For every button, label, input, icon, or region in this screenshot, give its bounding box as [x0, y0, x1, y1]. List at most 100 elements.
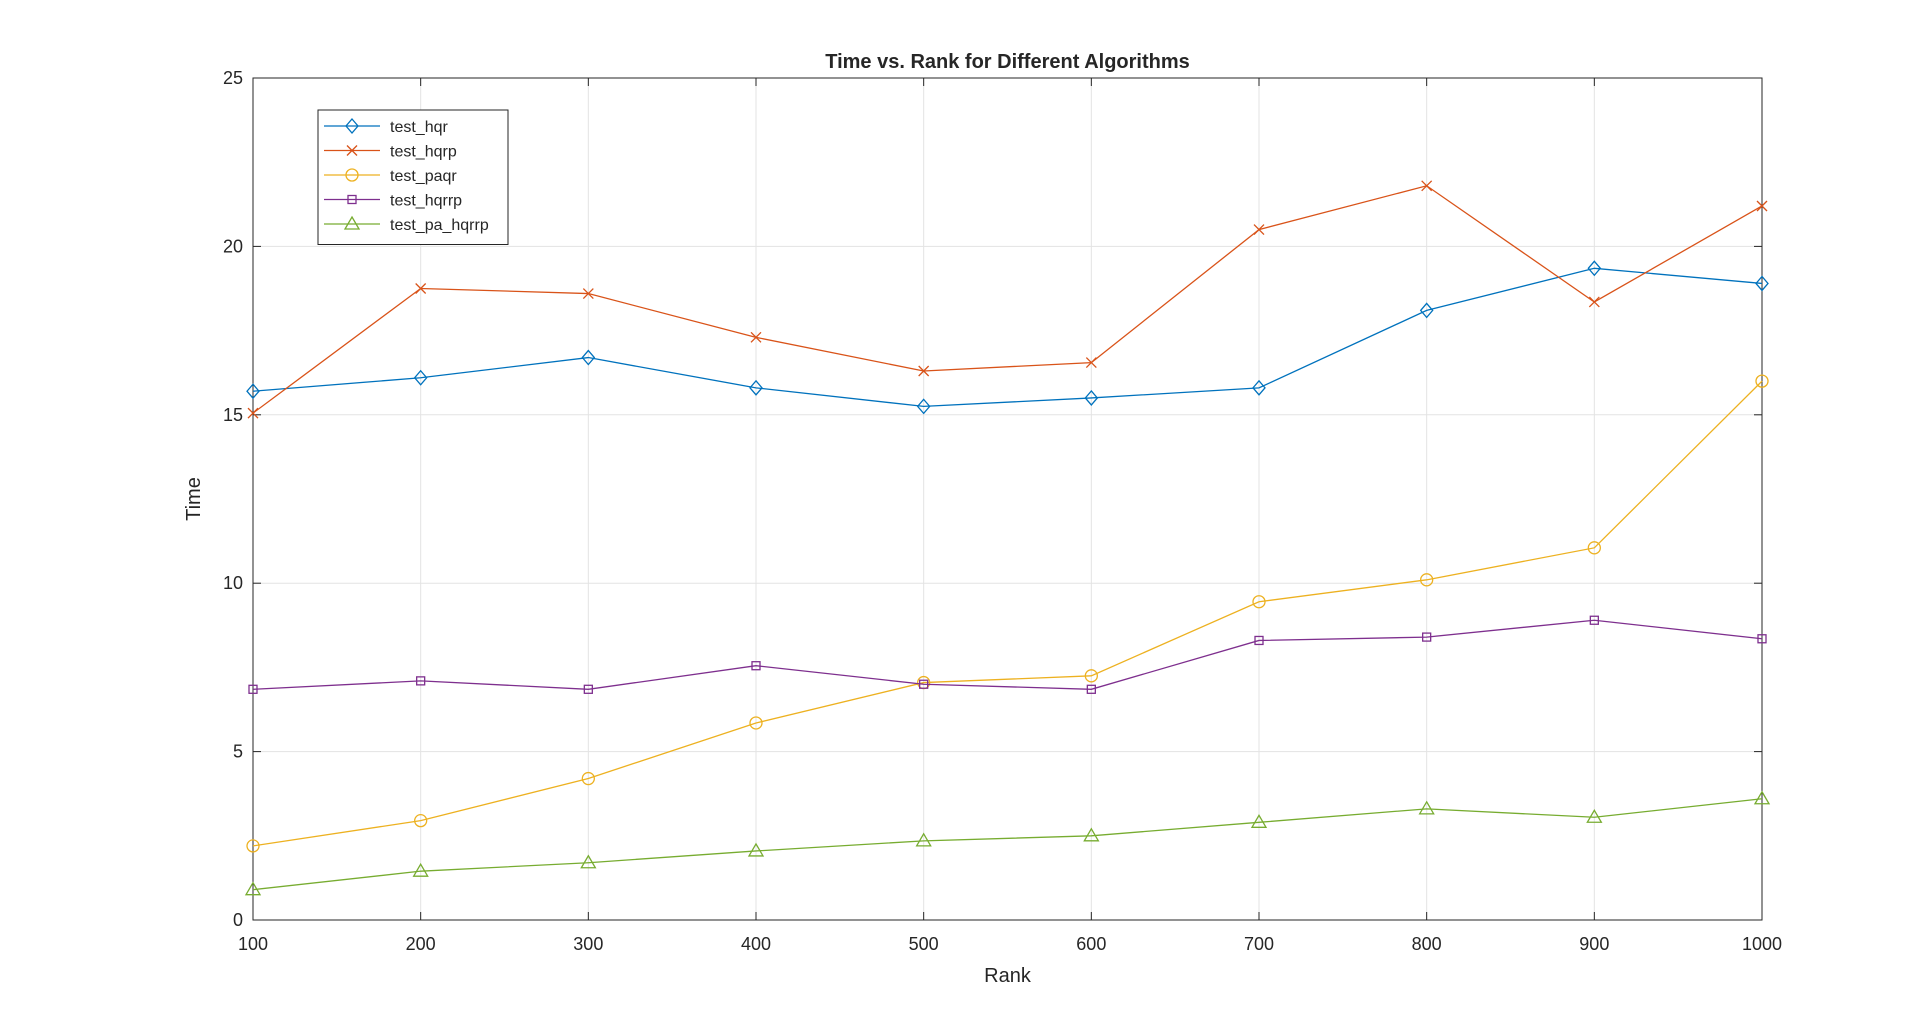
- data-point-test_pa_hqrrp: [1586, 808, 1603, 823]
- x-tick-label: 900: [1579, 934, 1609, 954]
- data-point-test_hqrrp: [1589, 615, 1599, 625]
- data-point-test_pa_hqrrp: [915, 832, 932, 847]
- data-point-test_hqrrp: [1757, 634, 1767, 644]
- data-point-test_hqrp: [1756, 200, 1768, 212]
- x-tick-label: 800: [1412, 934, 1442, 954]
- x-tick-label: 700: [1244, 934, 1274, 954]
- x-tick-label: 100: [238, 934, 268, 954]
- legend-label: test_hqrrp: [390, 193, 462, 210]
- marker-x-stroke: [582, 288, 594, 300]
- series-line-test_hqrrp: [252, 619, 1763, 690]
- legend-marker: [347, 194, 357, 205]
- data-point-test_paqr: [246, 839, 260, 853]
- marker-x-stroke: [1253, 224, 1265, 236]
- y-tick-label: 20: [223, 236, 243, 256]
- data-point-test_hqr: [413, 369, 428, 386]
- marker-x-stroke: [1588, 296, 1600, 308]
- data-point-test_paqr: [749, 716, 763, 730]
- data-point-test_pa_hqrrp: [1753, 790, 1771, 805]
- data-point-test_hqrrp: [1254, 635, 1264, 646]
- data-point-test_hqrrp: [1086, 684, 1096, 694]
- data-point-test_hqrp: [750, 331, 762, 343]
- data-point-test_hqr: [1587, 260, 1602, 277]
- data-point-test_pa_hqrrp: [580, 854, 597, 869]
- data-point-test_hqrrp: [583, 684, 593, 694]
- series-test_pa_hqrrp: [244, 790, 1771, 896]
- series-test_hqrp: [247, 180, 1768, 419]
- data-point-test_hqrrp: [248, 684, 258, 694]
- data-point-test_hqr: [749, 379, 763, 396]
- legend-marker: [343, 215, 361, 230]
- series-line-test_pa_hqrrp: [252, 798, 1763, 891]
- x-tick-label: 600: [1076, 934, 1106, 954]
- legend-label: test_hqrp: [390, 144, 457, 161]
- y-tick-label: 25: [223, 68, 243, 88]
- marker-x-stroke: [1085, 357, 1097, 369]
- data-point-test_pa_hqrrp: [244, 881, 262, 896]
- data-point-test_hqr: [246, 383, 260, 400]
- x-tick-label: 1000: [1742, 934, 1782, 954]
- legend-item-test_hqr: test_hqr: [324, 118, 448, 136]
- marker-x-stroke: [918, 365, 930, 377]
- data-point-test_hqrp: [582, 288, 594, 300]
- series-group: [244, 180, 1771, 896]
- marker-x-stroke: [1756, 200, 1768, 212]
- x-tick-label: 500: [909, 934, 939, 954]
- data-point-test_paqr: [1420, 573, 1434, 587]
- data-point-test_hqr: [1755, 275, 1769, 292]
- data-point-test_paqr: [1252, 595, 1266, 609]
- legend-label: test_pa_hqrrp: [390, 217, 489, 234]
- x-tick-label: 400: [741, 934, 771, 954]
- data-point-test_hqr: [1084, 389, 1099, 406]
- data-point-test_hqrp: [415, 283, 427, 294]
- marker-x-stroke: [1421, 180, 1433, 192]
- y-tick-label: 10: [223, 573, 243, 593]
- data-point-test_hqrp: [1085, 357, 1097, 369]
- data-point-test_pa_hqrrp: [1418, 800, 1435, 815]
- legend: test_hqr test_hqrp test_paqr test_hqrrptest…: [317, 109, 509, 245]
- data-point-test_pa_hqrrp: [1250, 814, 1268, 828]
- data-point-test_hqr: [1419, 302, 1434, 319]
- y-axis-label: Time: [183, 477, 205, 521]
- y-tick-label: 5: [233, 742, 243, 762]
- legend-label: test_hqr: [390, 119, 448, 136]
- legend-marker: [346, 145, 358, 156]
- series-test_hqrrp: [248, 615, 1767, 694]
- axis-ticks: 100 200 300 400 500 600 700 800 900 1000 0 5 10 15 20 2…: [223, 68, 1782, 954]
- data-point-test_hqrrp: [751, 661, 761, 671]
- series-line-test_hqrp: [252, 185, 1763, 414]
- marker-x-stroke: [247, 407, 259, 419]
- data-point-test_paqr: [1084, 669, 1098, 683]
- data-point-test_hqrp: [247, 407, 259, 419]
- marker-x-stroke: [750, 331, 762, 343]
- data-point-test_hqrrp: [1422, 632, 1432, 642]
- data-point-test_paqr: [581, 771, 595, 786]
- y-tick-label: 15: [223, 405, 243, 425]
- legend-item-test_paqr: test_paqr: [324, 168, 457, 185]
- x-tick-label: 200: [406, 934, 436, 954]
- data-point-test_pa_hqrrp: [412, 862, 429, 877]
- data-point-test_hqr: [916, 398, 931, 415]
- legend-item-test_hqrp: test_hqrp: [324, 144, 457, 161]
- series-line-test_hqr: [252, 267, 1763, 408]
- legend-marker: [345, 118, 359, 134]
- x-tick-label: 300: [573, 934, 603, 954]
- data-point-test_hqrp: [918, 365, 930, 377]
- data-point-test_paqr: [1755, 374, 1769, 388]
- x-axis-label: Rank: [984, 965, 1032, 987]
- series-test_paqr: [246, 374, 1769, 853]
- data-point-test_paqr: [414, 813, 428, 828]
- series-test_hqr: [246, 260, 1769, 415]
- legend-item-test_hqrrp: test_hqrrp: [324, 193, 462, 210]
- data-point-test_hqr: [581, 349, 596, 366]
- data-point-test_hqrp: [1253, 224, 1265, 236]
- data-point-test_hqrrp: [919, 679, 929, 689]
- legend-label: test_paqr: [390, 168, 457, 185]
- marker-x-stroke: [415, 283, 427, 294]
- data-point-test_hqrrp: [416, 676, 426, 686]
- data-point-test_pa_hqrrp: [747, 842, 765, 857]
- data-point-test_paqr: [1587, 541, 1601, 555]
- legend-marker: [345, 168, 359, 182]
